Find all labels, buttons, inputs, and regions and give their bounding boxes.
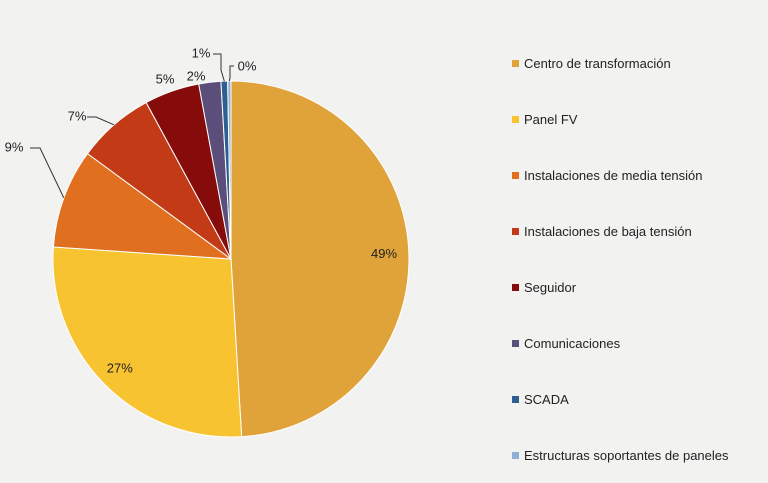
legend-swatch	[512, 451, 519, 459]
pie-slice	[230, 80, 410, 438]
legend-label: Comunicaciones	[524, 335, 621, 351]
slice-label: 9%	[5, 139, 24, 154]
slice-label: 5%	[156, 71, 175, 86]
legend-item: Centro de transformación	[512, 35, 762, 91]
slice-label: 1%	[192, 45, 211, 60]
pie-slice	[52, 246, 243, 438]
legend-item: Seguidor	[512, 259, 762, 315]
pie-slice	[227, 80, 232, 260]
legend-label: Seguidor	[524, 279, 577, 295]
slice-label: 0%	[238, 58, 257, 73]
legend-label: Centro de transformación	[524, 55, 671, 71]
leader-line	[30, 147, 65, 199]
legend-swatch	[512, 339, 519, 347]
legend-item: Comunicaciones	[512, 315, 762, 371]
legend-label: Estructuras soportantes de paneles	[524, 447, 729, 463]
legend-item: Estructuras soportantes de paneles	[512, 427, 762, 483]
legend-label: Instalaciones de media tensión	[524, 167, 703, 183]
legend-swatch	[512, 395, 519, 403]
legend-item: Panel FV	[512, 91, 762, 147]
legend-swatch	[512, 171, 519, 179]
legend-item: SCADA	[512, 371, 762, 427]
legend-label: SCADA	[524, 391, 569, 407]
leader-line	[213, 53, 225, 82]
legend-label: Instalaciones de baja tensión	[524, 223, 692, 239]
legend-swatch	[512, 227, 519, 235]
legend-swatch	[512, 59, 519, 67]
slice-label: 27%	[107, 361, 133, 376]
slice-label: 49%	[371, 246, 397, 261]
legend-swatch	[512, 283, 519, 291]
legend-swatch	[512, 115, 519, 123]
legend-label: Panel FV	[524, 111, 578, 127]
legend: Centro de transformación Panel FV Instal…	[512, 35, 762, 483]
slice-label: 7%	[68, 108, 87, 123]
slice-label: 2%	[187, 68, 206, 83]
legend-item: Instalaciones de baja tensión	[512, 203, 762, 259]
legend-item: Instalaciones de media tensión	[512, 147, 762, 203]
leader-line	[228, 65, 234, 82]
leader-line	[87, 116, 115, 126]
pie-chart: 49% 27% 9% 7% 5% 2% 1% 0%	[5, 45, 410, 438]
